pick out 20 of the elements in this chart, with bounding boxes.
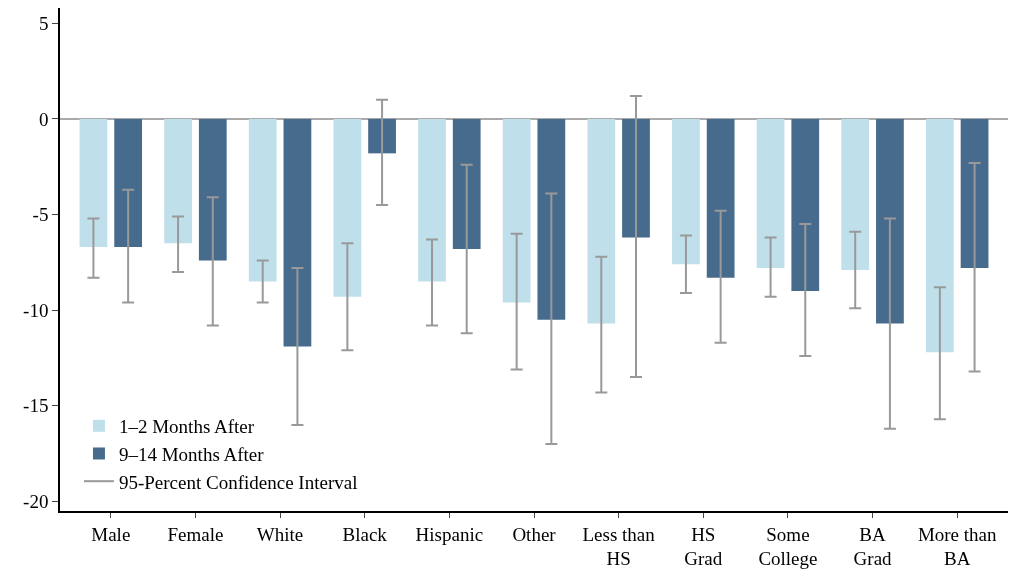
- legend-label: 9–14 Months After: [118, 443, 265, 465]
- x-tick-label: HS Grad: [684, 523, 723, 570]
- x-tick-label: Male: [91, 523, 131, 545]
- x-tick-label: Black: [342, 523, 388, 545]
- y-tick-label: -20: [23, 491, 49, 513]
- y-tick-label: -5: [32, 204, 49, 226]
- x-tick-label: White: [256, 523, 304, 545]
- y-tick-label: 5: [38, 12, 49, 34]
- legend-label: 1–2 Months After: [118, 416, 255, 438]
- y-tick-label: 0: [38, 108, 49, 130]
- x-tick-label: Hispanic: [415, 523, 484, 545]
- legend-label: 95-Percent Confidence Interval: [118, 471, 358, 493]
- x-tick-label: Female: [167, 523, 224, 545]
- x-tick-label: Some College: [758, 523, 818, 570]
- x-tick-label: Other: [512, 523, 557, 545]
- x-tick-label: More than BA: [917, 523, 998, 570]
- x-tick-label: BA Grad: [853, 523, 893, 570]
- x-tick-label: Less than HS: [582, 523, 656, 570]
- y-tick-label: -15: [23, 395, 49, 417]
- y-tick-label: -10: [23, 299, 49, 321]
